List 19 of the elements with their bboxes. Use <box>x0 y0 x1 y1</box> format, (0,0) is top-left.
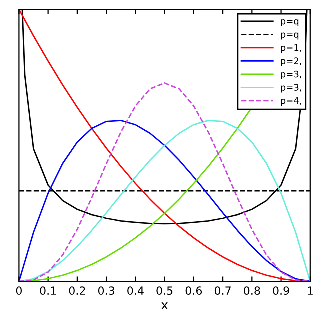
x-tick-label: 0.9 <box>273 286 290 296</box>
legend-label: p=q <box>281 20 299 26</box>
x-tick-label: 0.2 <box>69 286 86 296</box>
x-tick-label: 0.8 <box>244 286 260 296</box>
x-tick-label: 0.6 <box>186 286 202 296</box>
x-tick-label: 0.1 <box>40 286 56 296</box>
legend-label: p=3, <box>281 70 302 80</box>
x-tick-label: 0.5 <box>156 286 173 296</box>
x-tick-label: 1 <box>308 286 313 295</box>
legend-label: p=3, <box>281 84 302 93</box>
x-axis-title: x <box>161 302 168 310</box>
legend-label: p=2, <box>281 58 302 66</box>
legend-label: p=4, <box>281 98 302 106</box>
x-tick-label: 0 <box>16 286 22 296</box>
legend-label: p=q <box>281 32 299 40</box>
x-tick-label: 0.4 <box>128 286 144 296</box>
legend-label: p=1, <box>281 44 302 53</box>
x-tick-label: 0.3 <box>98 286 115 296</box>
x-tick-label: 0.7 <box>214 286 231 296</box>
